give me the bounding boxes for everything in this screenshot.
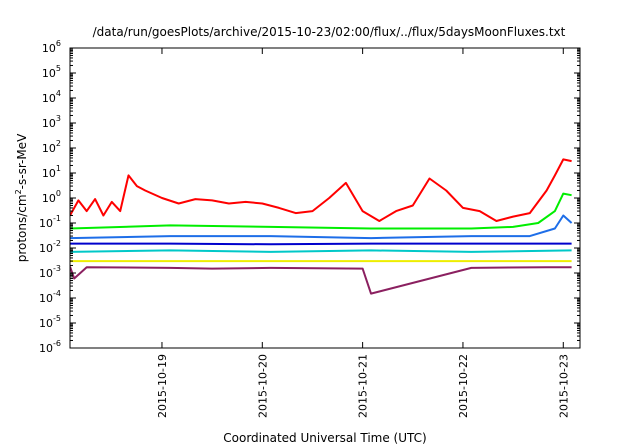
series-line-5 (70, 249, 572, 253)
x-tick-label: 2015-10-22 (457, 354, 470, 418)
series-line-3 (70, 214, 573, 240)
y-tick-label: 10-1 (39, 214, 61, 230)
y-tick-label: 101 (42, 164, 61, 180)
x-tick-label: 2015-10-20 (256, 354, 269, 418)
y-tick-label: 103 (42, 114, 61, 130)
y-tick-label: 10-3 (39, 264, 61, 280)
y-axis-label: protons/cm2-s-sr-MeV (14, 133, 29, 262)
y-tick-label: 10-2 (39, 239, 61, 255)
x-axis-label: Coordinated Universal Time (UTC) (223, 431, 426, 445)
y-tick-label: 104 (42, 89, 61, 105)
y-tick-label: 10-6 (39, 339, 61, 355)
x-tick-label: 2015-10-23 (557, 354, 570, 418)
series-line-2 (70, 192, 572, 230)
y-tick-label: 10-4 (39, 289, 61, 305)
series-line-1 (70, 158, 572, 222)
y-tick-label: 102 (42, 139, 61, 155)
y-tick-label: 105 (42, 64, 61, 80)
y-tick-label: 10-5 (39, 314, 61, 330)
x-tick-label: 2015-10-21 (357, 354, 370, 418)
plot-frame (69, 47, 581, 349)
x-tick-label: 2015-10-19 (156, 354, 169, 418)
y-axis: 10-6 10-5 10-4 10-3 10-2 10-1 100 101 102 103 104 1… (39, 39, 580, 355)
chart-title: /data/run/goesPlots/archive/2015-10-23/0… (93, 25, 566, 39)
y-tick-label: 106 (42, 39, 61, 55)
series-line-7 (70, 266, 572, 295)
series-layer (70, 158, 573, 295)
y-tick-label: 100 (42, 189, 61, 205)
series-line-4 (70, 242, 572, 246)
x-axis: 2015-10-19 2015-10-20 2015-10-21 2015-10-22… (156, 48, 570, 418)
